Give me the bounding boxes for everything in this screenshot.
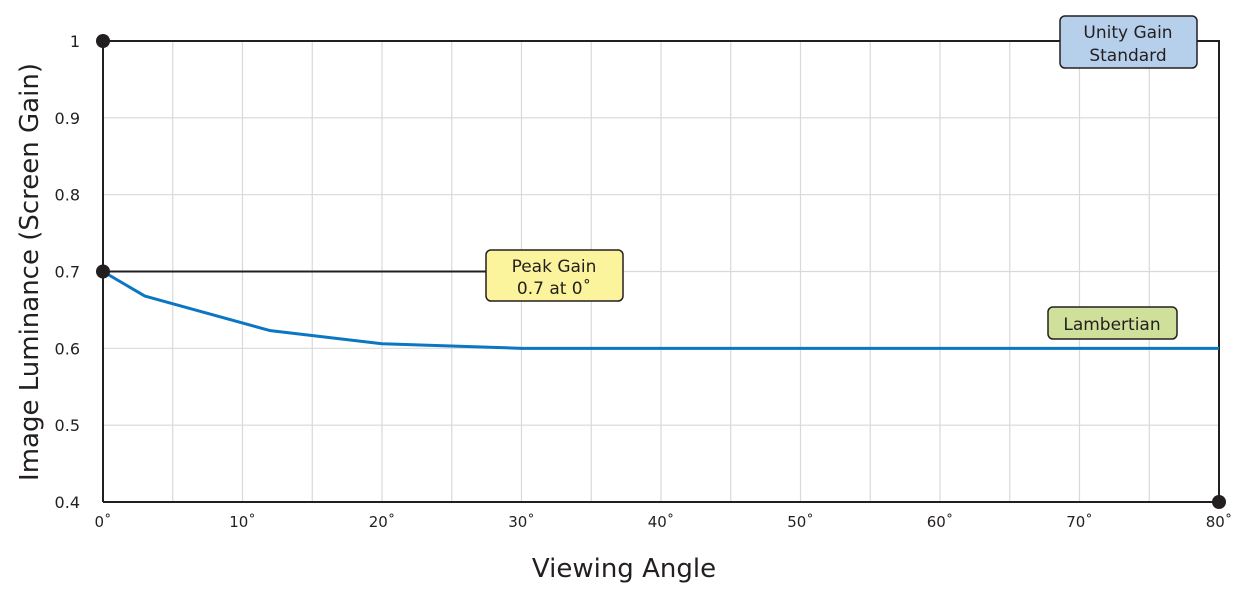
y-tick-label: 0.8 (55, 186, 80, 205)
unity-label-line1: Unity Gain (1083, 23, 1172, 43)
peak-label-line2: 0.7 at 0˚ (517, 278, 591, 299)
x-tick-label: 50˚ (787, 513, 814, 531)
x-axis-label: Viewing Angle (532, 554, 716, 584)
lambertian-label: Lambertian (1047, 306, 1178, 340)
peak-gain-point (96, 264, 110, 279)
peak-gain-label: Peak Gain 0.7 at 0˚ (485, 249, 624, 302)
axis-end-point (1212, 495, 1226, 509)
tick-labels: 0˚ 10˚ 20˚ 30˚ 40˚ 50˚ 60˚ 70˚ 80˚ 0.4 0.5 0.6 0.7 0.… (55, 32, 1233, 531)
y-tick-label: 0.9 (55, 109, 80, 128)
x-tick-label: 0˚ (94, 513, 111, 531)
marks (96, 34, 1226, 509)
x-tick-label: 70˚ (1066, 513, 1093, 531)
peak-label-line1: Peak Gain (512, 257, 597, 277)
y-tick-label: 0.6 (55, 339, 80, 358)
y-tick-label: 0.5 (55, 416, 80, 435)
x-tick-label: 80˚ (1206, 513, 1233, 531)
x-tick-label: 30˚ (508, 513, 535, 531)
y-axis-label: Image Luminance (Screen Gain) (15, 63, 45, 481)
y-tick-label: 0.4 (55, 493, 80, 512)
x-tick-label: 20˚ (369, 513, 396, 531)
y-tick-label: 1 (70, 32, 80, 51)
lambertian-label-text: Lambertian (1063, 315, 1160, 335)
x-tick-label: 40˚ (648, 513, 675, 531)
unity-gain-point (96, 34, 110, 48)
x-tick-label: 10˚ (229, 513, 256, 531)
unity-label-line2: Standard (1089, 46, 1166, 66)
x-tick-label: 60˚ (927, 513, 954, 531)
y-tick-label: 0.7 (55, 263, 80, 282)
series-line-lambertian (102, 270, 1219, 350)
unity-gain-label: Unity Gain Standard (1059, 15, 1198, 69)
